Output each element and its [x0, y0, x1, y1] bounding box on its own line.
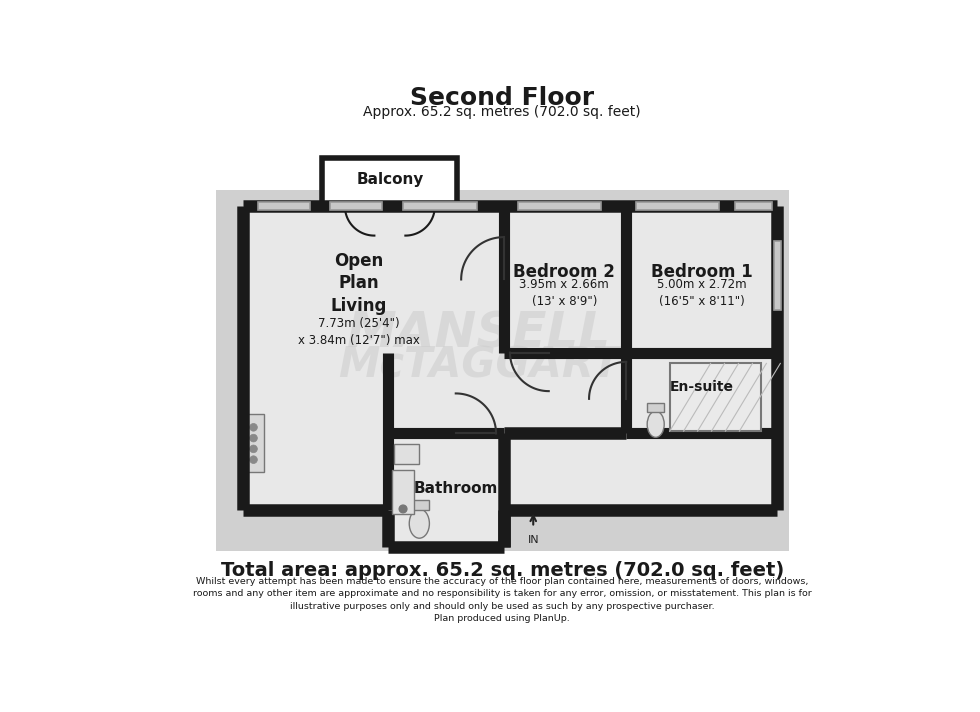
Bar: [243, 414, 265, 472]
Circle shape: [399, 505, 407, 513]
Bar: [647, 403, 664, 412]
Bar: [322, 158, 458, 206]
Circle shape: [250, 456, 258, 464]
Text: McTAGGART: McTAGGART: [338, 345, 620, 387]
Text: Bathroom: Bathroom: [414, 481, 498, 496]
Ellipse shape: [647, 411, 664, 437]
Text: Approx. 65.2 sq. metres (702.0 sq. feet): Approx. 65.2 sq. metres (702.0 sq. feet): [364, 105, 641, 119]
Text: MANSELL: MANSELL: [347, 310, 612, 357]
Bar: [392, 470, 414, 514]
Bar: [324, 201, 455, 208]
Text: IN: IN: [527, 535, 539, 545]
Bar: [387, 511, 504, 548]
Text: Balcony: Balcony: [356, 172, 423, 187]
Text: Open
Plan
Living: Open Plan Living: [330, 252, 387, 315]
Text: Total area: approx. 65.2 sq. metres (702.0 sq. feet): Total area: approx. 65.2 sq. metres (702…: [220, 561, 784, 580]
Bar: [243, 206, 777, 511]
Bar: [669, 363, 761, 431]
Bar: [517, 202, 602, 210]
Bar: [735, 202, 772, 210]
Ellipse shape: [410, 509, 429, 538]
Bar: [410, 501, 429, 511]
Text: 5.00m x 2.72m
(16'5" x 8'11"): 5.00m x 2.72m (16'5" x 8'11"): [658, 278, 747, 308]
Bar: [330, 202, 382, 210]
Bar: [394, 444, 418, 464]
Bar: [403, 202, 477, 210]
Circle shape: [250, 424, 258, 431]
Bar: [636, 202, 719, 210]
Text: En-suite: En-suite: [670, 380, 734, 394]
Bar: [258, 202, 310, 210]
Circle shape: [250, 445, 258, 453]
Bar: [773, 241, 781, 310]
Bar: [216, 190, 789, 550]
Text: 3.95m x 2.66m
(13' x 8'9"): 3.95m x 2.66m (13' x 8'9"): [519, 278, 610, 308]
Text: 7.73m (25'4")
x 3.84m (12'7") max: 7.73m (25'4") x 3.84m (12'7") max: [298, 317, 419, 347]
Bar: [504, 434, 626, 511]
Text: Bedroom 1: Bedroom 1: [652, 263, 753, 281]
Text: Whilst every attempt has been made to ensure the accuracy of the floor plan cont: Whilst every attempt has been made to en…: [193, 577, 811, 623]
Circle shape: [250, 434, 258, 442]
Text: Bedroom 2: Bedroom 2: [514, 263, 615, 281]
Text: Second Floor: Second Floor: [411, 85, 594, 110]
